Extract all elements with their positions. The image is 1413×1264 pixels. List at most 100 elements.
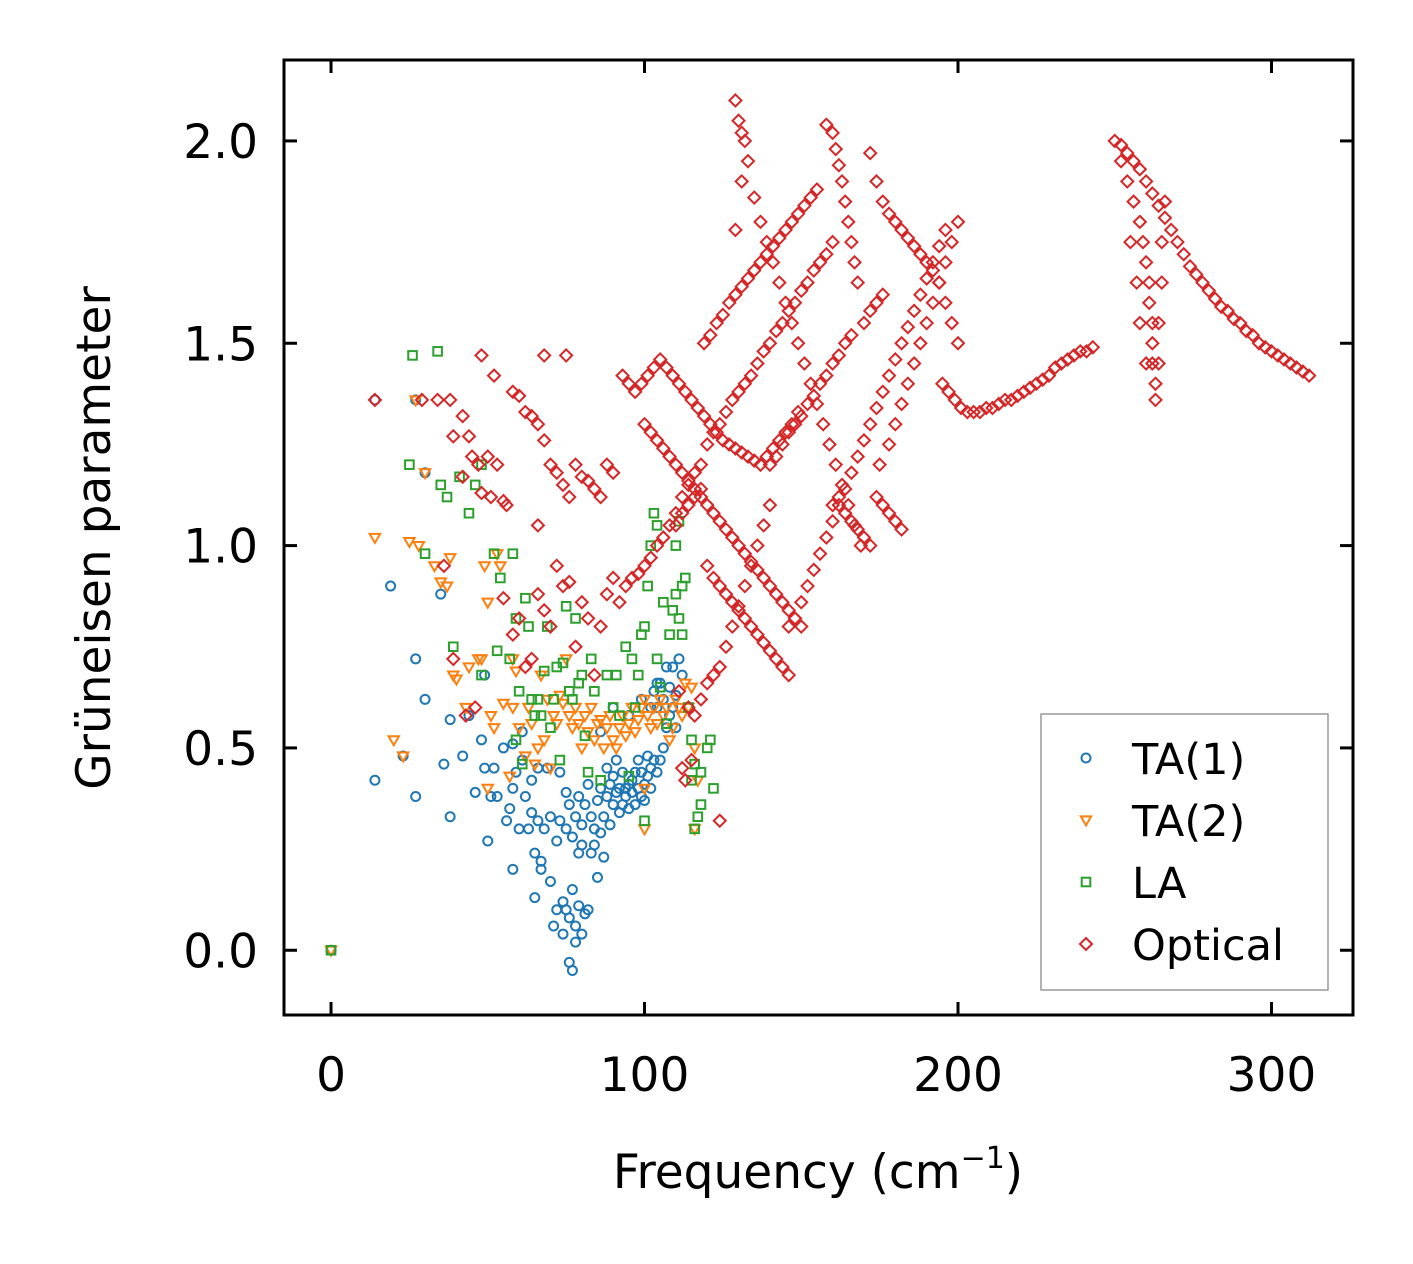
data-point bbox=[551, 835, 563, 847]
data-point bbox=[825, 125, 841, 141]
data-point bbox=[712, 513, 728, 529]
y-tick-label: 0.0 bbox=[183, 924, 258, 979]
data-point bbox=[482, 835, 494, 847]
data-point bbox=[695, 766, 707, 778]
data-point bbox=[578, 710, 592, 723]
data-point bbox=[593, 489, 609, 505]
data-point bbox=[493, 561, 508, 574]
data-point bbox=[894, 222, 909, 238]
data-point bbox=[571, 719, 586, 732]
data-point bbox=[476, 459, 487, 470]
data-point bbox=[454, 471, 465, 483]
data-point bbox=[555, 477, 571, 493]
data-point bbox=[825, 497, 841, 513]
data-point bbox=[658, 596, 669, 608]
data-point bbox=[435, 479, 447, 491]
data-point bbox=[444, 714, 456, 726]
data-point bbox=[1207, 291, 1223, 307]
data-point bbox=[1047, 360, 1063, 375]
data-point bbox=[598, 811, 610, 823]
data-point bbox=[576, 839, 588, 851]
data-point bbox=[1141, 295, 1157, 311]
data-point bbox=[775, 594, 790, 610]
plot-area-frame bbox=[282, 58, 1355, 1017]
data-point bbox=[486, 368, 502, 384]
data-point bbox=[771, 230, 787, 246]
data-point bbox=[784, 416, 800, 432]
data-point bbox=[502, 771, 517, 784]
data-point bbox=[595, 827, 607, 839]
data-point bbox=[467, 700, 483, 715]
data-point bbox=[675, 710, 690, 723]
data-point bbox=[1085, 339, 1101, 355]
data-point bbox=[894, 396, 909, 412]
data-point bbox=[655, 441, 671, 456]
data-point bbox=[825, 234, 841, 250]
data-point bbox=[687, 708, 703, 723]
data-point bbox=[643, 424, 659, 440]
data-point bbox=[718, 521, 734, 537]
data-point bbox=[455, 469, 471, 485]
data-point bbox=[796, 198, 812, 214]
data-point bbox=[765, 441, 781, 456]
data-point bbox=[950, 335, 966, 351]
data-point bbox=[753, 254, 768, 270]
data-point bbox=[430, 392, 446, 408]
data-point bbox=[728, 93, 743, 108]
data-point bbox=[699, 497, 715, 513]
data-point bbox=[458, 702, 473, 715]
data-point bbox=[1188, 267, 1204, 282]
data-point bbox=[561, 489, 577, 505]
data-point bbox=[1132, 214, 1148, 230]
data-point bbox=[856, 432, 872, 448]
data-point bbox=[784, 214, 800, 230]
data-point bbox=[643, 550, 659, 566]
series-la bbox=[325, 346, 719, 956]
data-point bbox=[511, 611, 527, 626]
data-point bbox=[734, 173, 750, 189]
data-point bbox=[1282, 356, 1298, 371]
data-point bbox=[505, 384, 521, 400]
x-tick-label: 300 bbox=[1227, 1048, 1317, 1103]
data-point bbox=[576, 669, 588, 681]
data-point bbox=[687, 481, 703, 497]
data-point bbox=[1123, 234, 1138, 250]
data-point bbox=[728, 441, 743, 456]
data-point bbox=[925, 295, 941, 311]
data-point bbox=[517, 659, 533, 675]
data-point bbox=[718, 404, 734, 420]
data-point bbox=[686, 734, 697, 746]
data-point bbox=[706, 505, 721, 521]
data-point bbox=[549, 465, 565, 481]
data-point bbox=[367, 532, 382, 545]
data-point bbox=[715, 432, 731, 448]
data-point bbox=[601, 762, 613, 774]
data-point bbox=[463, 507, 475, 519]
data-point bbox=[1151, 198, 1167, 214]
data-point bbox=[746, 190, 762, 205]
data-point bbox=[759, 449, 775, 464]
data-point bbox=[529, 847, 541, 859]
data-point bbox=[1170, 234, 1185, 250]
data-point bbox=[565, 723, 580, 736]
data-point bbox=[900, 319, 916, 335]
data-point bbox=[662, 735, 677, 748]
data-point bbox=[731, 384, 746, 400]
data-point bbox=[659, 702, 674, 715]
data-point bbox=[1148, 392, 1163, 408]
data-point bbox=[612, 594, 627, 610]
data-point bbox=[629, 702, 641, 713]
data-point bbox=[527, 759, 542, 772]
data-point bbox=[837, 481, 853, 497]
data-point bbox=[1144, 186, 1160, 201]
data-point bbox=[606, 735, 621, 748]
data-point bbox=[418, 468, 433, 481]
data-point bbox=[806, 388, 822, 404]
data-point bbox=[449, 674, 464, 687]
data-point bbox=[651, 520, 663, 531]
data-point bbox=[538, 665, 550, 677]
data-point bbox=[464, 449, 480, 464]
data-point bbox=[1245, 327, 1261, 343]
data-point bbox=[737, 578, 753, 594]
data-point bbox=[1135, 234, 1151, 250]
